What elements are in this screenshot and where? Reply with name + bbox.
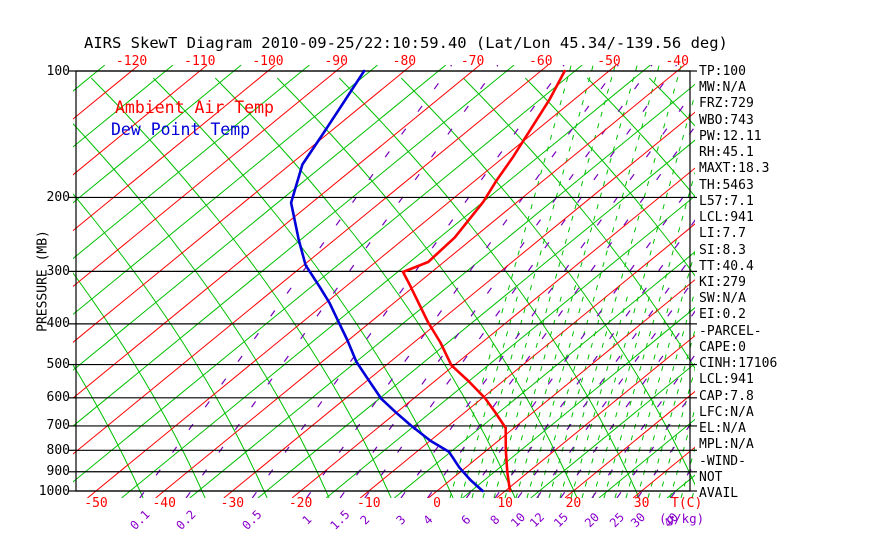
top-temp-tick-label: -50	[597, 54, 621, 69]
stat-line: TT:40.4	[699, 258, 754, 274]
top-temp-tick-label: -60	[529, 54, 553, 69]
temperature-profile-line	[401, 69, 567, 493]
pressure-tick-label: 900	[46, 464, 70, 480]
page-title: AIRS SkewT Diagram 2010-09-25/22:10:59.4…	[84, 34, 728, 52]
pressure-tick-label: 100	[46, 63, 70, 79]
stat-line: CAPE:0	[699, 339, 746, 355]
pressure-tick-label: 500	[46, 357, 70, 373]
top-temp-tick-label: -110	[184, 54, 216, 69]
stat-line: PW:12.11	[699, 128, 762, 144]
bottom-temp-tick-label: -10	[357, 496, 381, 511]
legend-ambient-air-temp: Ambient Air Temp	[115, 98, 274, 117]
mixing-ratio-unit-label: (g/kg)	[659, 511, 705, 526]
top-temp-tick-label: -90	[324, 54, 348, 69]
sounding-profiles	[289, 69, 567, 493]
legend-dew-point-temp: Dew Point Temp	[111, 120, 251, 139]
temp-unit-label: T(C)	[671, 496, 703, 511]
bottom-temp-tick-label: -40	[152, 496, 176, 511]
bottom-temp-tick-label: -50	[84, 496, 108, 511]
bottom-temp-tick-label: 30	[633, 496, 650, 511]
stat-line: MAXT:18.3	[699, 161, 770, 177]
stat-line: AVAIL	[699, 485, 739, 501]
stat-line: LI:7.7	[699, 226, 746, 242]
stat-line: MW:N/A	[699, 80, 746, 96]
bottom-temp-tick-label: 10	[497, 496, 514, 511]
pressure-tick-label: 700	[46, 418, 70, 434]
stat-line: CINH:17106	[699, 356, 778, 372]
pressure-tick-label: 800	[46, 442, 70, 458]
pressure-tick-label: 400	[46, 316, 70, 332]
stat-line: WBO:743	[699, 112, 754, 128]
stat-line: -WIND-	[699, 453, 746, 469]
stat-line: NOT	[699, 469, 723, 485]
stat-line: LFC:N/A	[699, 404, 754, 420]
bottom-temp-tick-label: -20	[288, 496, 313, 511]
stat-line: LCL:941	[699, 372, 754, 388]
bottom-temp-tick-label: -30	[220, 496, 245, 511]
stat-line: FRZ:729	[699, 96, 754, 112]
stat-line: EI:0.2	[699, 307, 746, 323]
top-temp-tick-label: -40	[665, 54, 689, 69]
stat-line: CAP:7.8	[699, 388, 754, 404]
top-temp-tick-label: -100	[252, 54, 284, 69]
pressure-grid	[69, 70, 697, 492]
stat-line: TP:100	[699, 64, 746, 79]
bottom-temp-tick-label: 0	[433, 496, 441, 511]
stat-line: TH:5463	[699, 177, 754, 193]
pressure-tick-label: 200	[46, 189, 70, 205]
top-temp-tick-label: -80	[392, 54, 417, 69]
top-temp-tick-label: -70	[460, 54, 485, 69]
stat-line: SW:N/A	[699, 291, 746, 307]
bottom-temp-tick-label: 20	[565, 496, 582, 511]
pressure-tick-label: 300	[46, 263, 70, 279]
stat-line: SI:8.3	[699, 242, 746, 258]
stat-line: EL:N/A	[699, 421, 746, 437]
stat-line: LCL:941	[699, 210, 754, 226]
plot-border	[75, 70, 691, 492]
stat-line: MPL:N/A	[699, 437, 754, 453]
pressure-tick-label: 1000	[38, 483, 70, 499]
stat-line: RH:45.1	[699, 145, 754, 161]
stat-line: -PARCEL-	[699, 323, 762, 339]
stat-line: L57:7.1	[699, 193, 754, 209]
pressure-tick-label: 600	[46, 390, 70, 406]
top-temp-tick-label: -120	[115, 54, 148, 69]
dewpoint-profile-line	[289, 69, 485, 493]
stat-line: KI:279	[699, 274, 746, 290]
